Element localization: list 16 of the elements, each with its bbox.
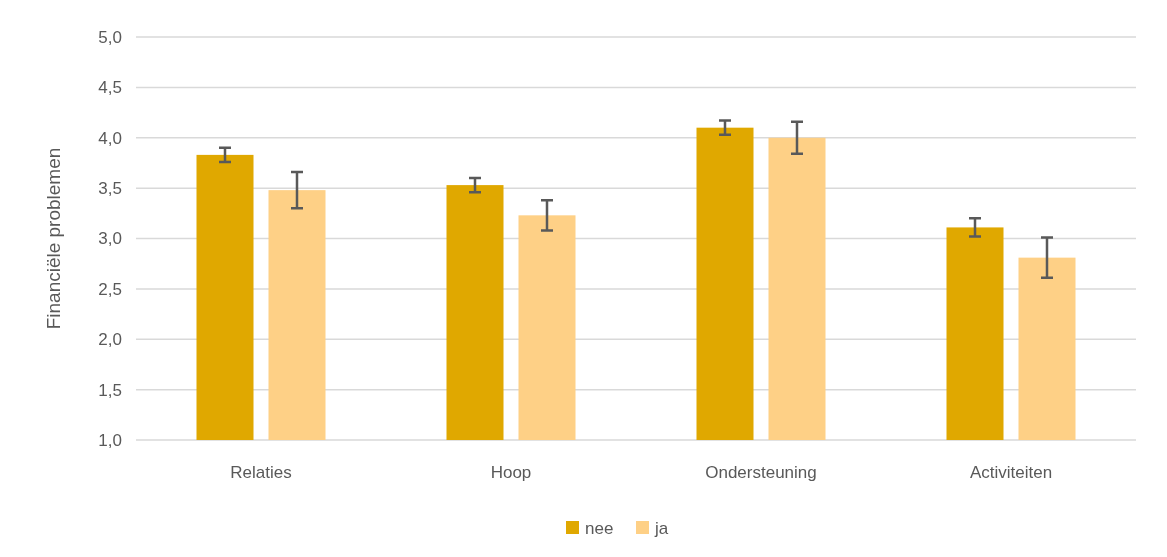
legend-label: ja xyxy=(654,518,669,538)
y-tick-label: 2,0 xyxy=(98,330,122,350)
y-tick-label: 4,5 xyxy=(98,78,122,98)
x-tick-label: Relaties xyxy=(230,463,292,482)
x-tick-label: Activiteiten xyxy=(969,463,1053,482)
legend-label: nee xyxy=(585,518,614,538)
x-tick-label: Hoop xyxy=(490,463,532,482)
y-axis-title: Financiële problemen xyxy=(43,147,64,330)
y-tick-label: 5,0 xyxy=(98,27,122,47)
y-tick-label: 3,0 xyxy=(98,229,122,249)
y-tick-label: 1,5 xyxy=(98,380,122,400)
y-tick-label: 1,0 xyxy=(98,430,122,450)
y-tick-label: 3,5 xyxy=(98,179,122,199)
x-tick-label: Ondersteuning xyxy=(705,463,817,482)
y-tick-label: 4,0 xyxy=(98,128,122,148)
y-tick-label: 2,5 xyxy=(98,279,122,299)
